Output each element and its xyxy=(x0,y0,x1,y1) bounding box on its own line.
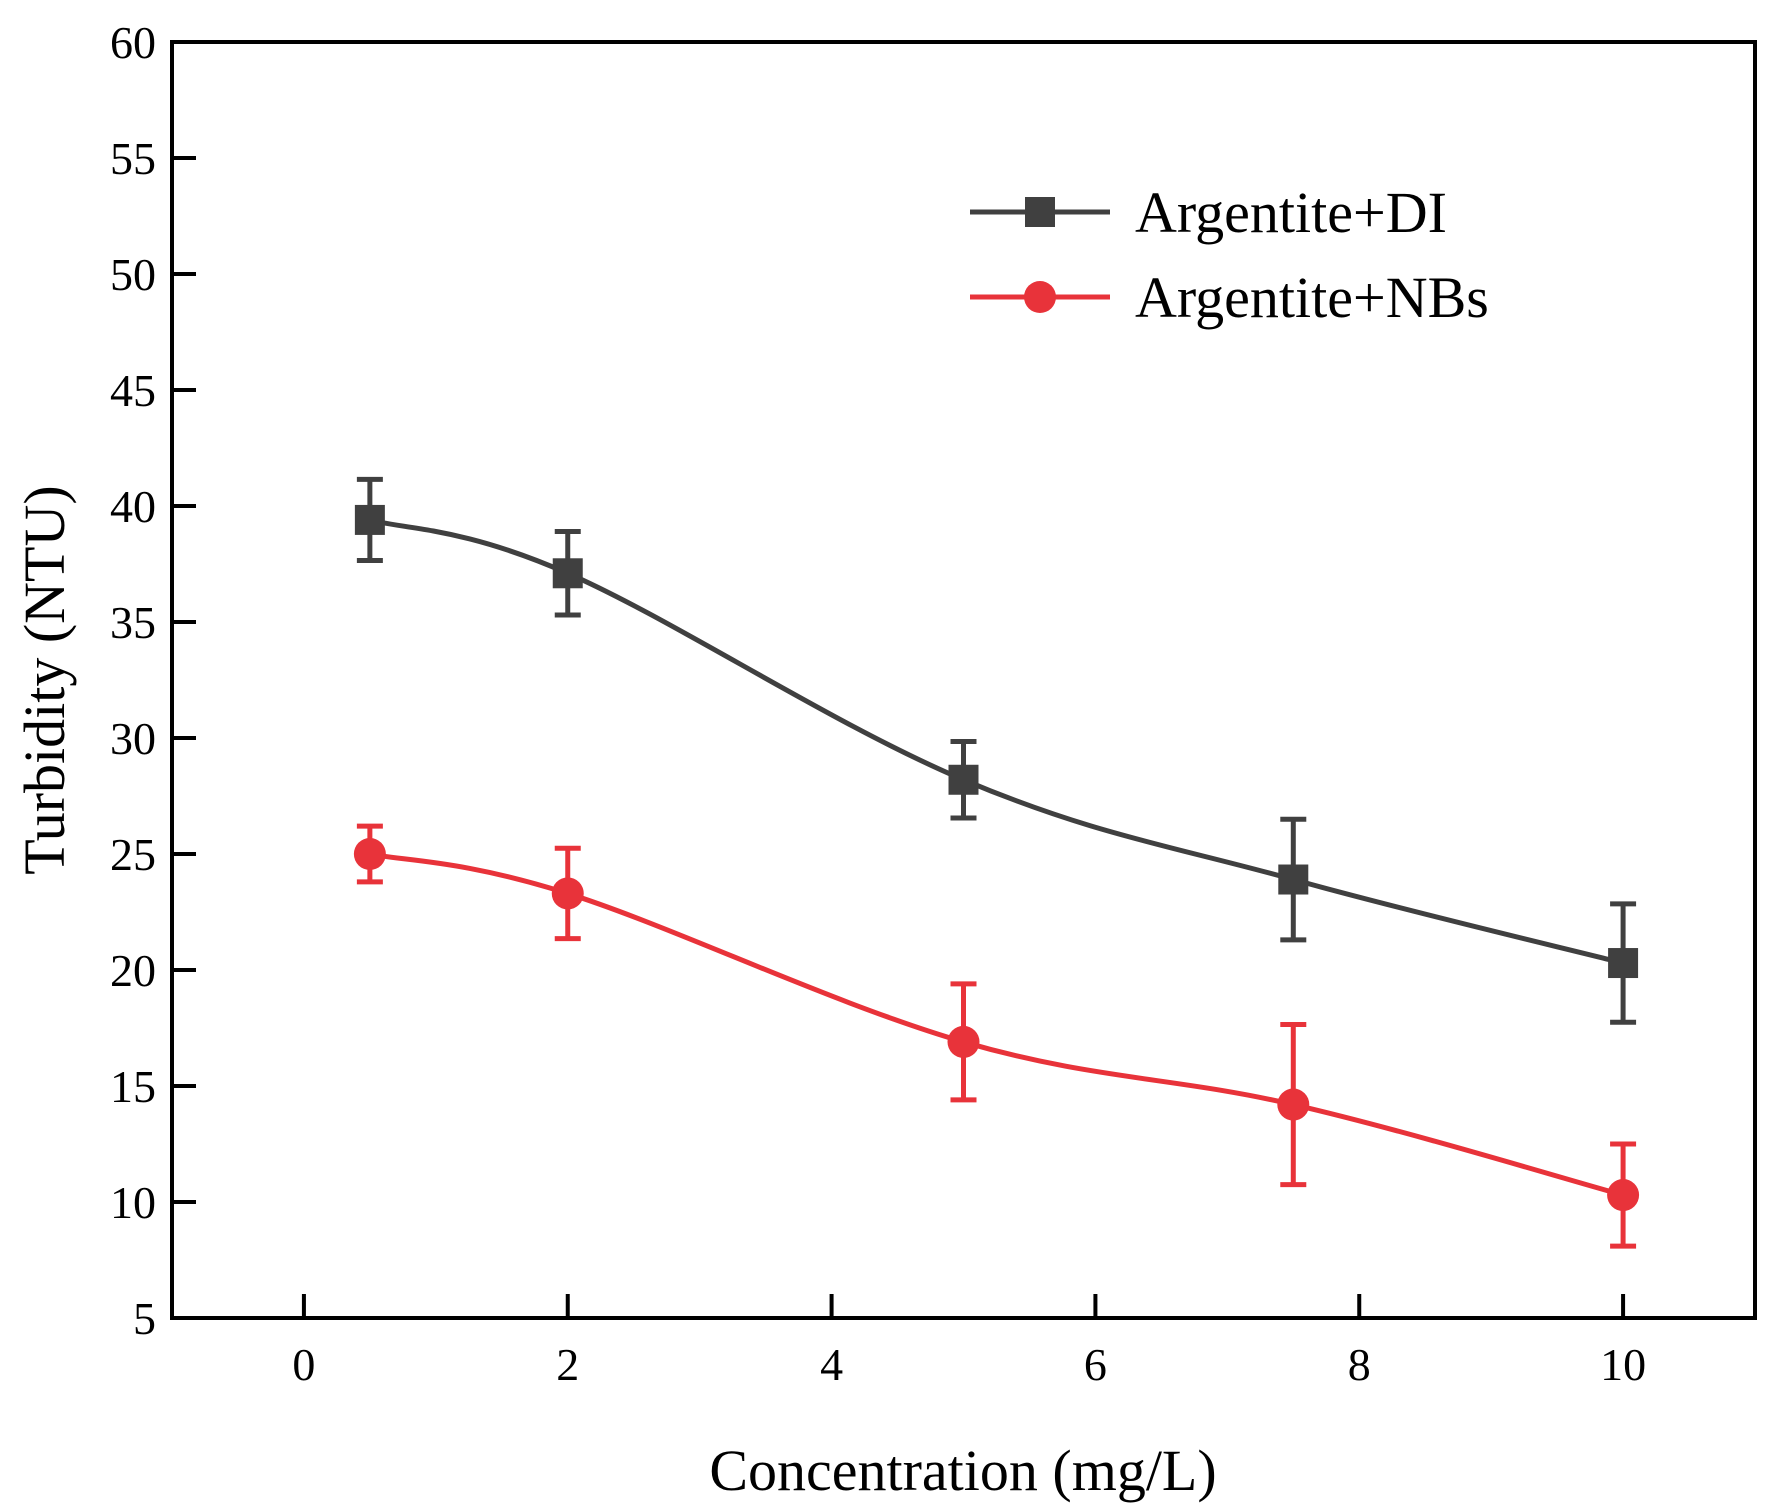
y-tick-label: 10 xyxy=(110,1177,156,1228)
y-tick-label: 5 xyxy=(133,1293,156,1344)
x-tick-label: 10 xyxy=(1600,1339,1646,1390)
data-point xyxy=(1277,1088,1310,1121)
legend-label: Argentite+NBs xyxy=(1135,265,1489,330)
data-point xyxy=(948,764,979,795)
y-tick-label: 35 xyxy=(110,597,156,648)
y-tick-label: 55 xyxy=(110,133,156,184)
data-point xyxy=(1278,864,1309,895)
data-point xyxy=(354,504,385,535)
series-layer xyxy=(353,476,1640,1249)
x-axis-ticks: 0 2 4 6 8 10 xyxy=(292,1294,1646,1390)
plot-frame xyxy=(170,40,1757,1320)
data-point xyxy=(353,838,386,870)
data-point xyxy=(1608,948,1639,979)
y-tick-label: 60 xyxy=(110,17,156,68)
data-point xyxy=(1607,1179,1640,1212)
y-tick-label: 50 xyxy=(110,249,156,300)
series-argentite-di xyxy=(354,476,1639,1025)
y-tick-label: 30 xyxy=(110,713,156,764)
y-tick-label: 20 xyxy=(110,945,156,996)
x-tick-label: 6 xyxy=(1084,1339,1107,1390)
x-tick-label: 8 xyxy=(1348,1339,1371,1390)
y-axis-ticks: 5 10 15 20 25 30 35 40 45 50 55 60 xyxy=(110,17,196,1344)
y-axis-title: Turbidity (NTU) xyxy=(12,485,77,874)
data-point xyxy=(552,558,583,589)
y-tick-label: 25 xyxy=(110,829,156,880)
data-point xyxy=(947,1025,980,1058)
legend-marker xyxy=(1025,197,1055,227)
y-tick-label: 45 xyxy=(110,365,156,416)
y-tick-label: 40 xyxy=(110,481,156,532)
series-argentite-nbs xyxy=(353,823,1640,1249)
x-tick-label: 2 xyxy=(556,1339,579,1390)
data-point xyxy=(551,877,584,910)
x-tick-label: 4 xyxy=(820,1339,843,1390)
legend: Argentite+DI Argentite+NBs xyxy=(970,180,1489,330)
x-axis-title: Concentration (mg/L) xyxy=(709,1438,1216,1503)
legend-item: Argentite+NBs xyxy=(970,265,1489,330)
y-tick-label: 15 xyxy=(110,1061,156,1112)
legend-item: Argentite+DI xyxy=(970,180,1447,245)
x-tick-label: 0 xyxy=(292,1339,315,1390)
legend-label: Argentite+DI xyxy=(1135,180,1447,245)
legend-marker xyxy=(1024,281,1056,313)
